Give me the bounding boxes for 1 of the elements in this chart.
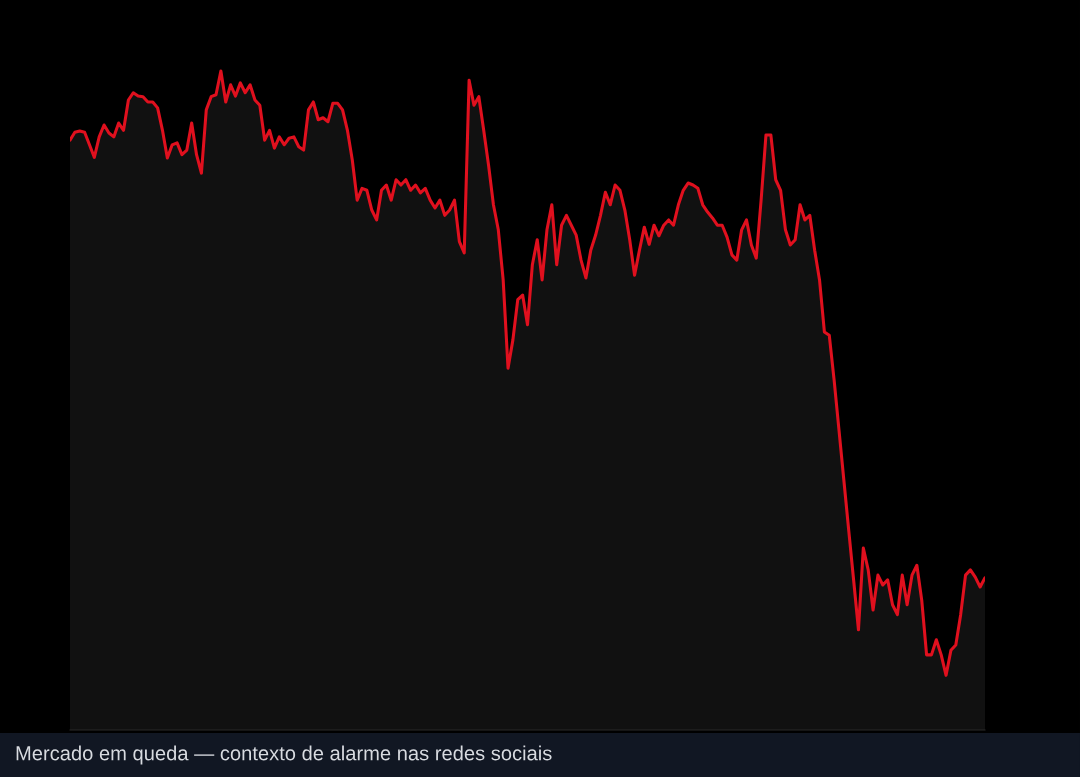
text: Mercado em queda — contexto de alarme nas redes sociais	[16, 745, 552, 765]
